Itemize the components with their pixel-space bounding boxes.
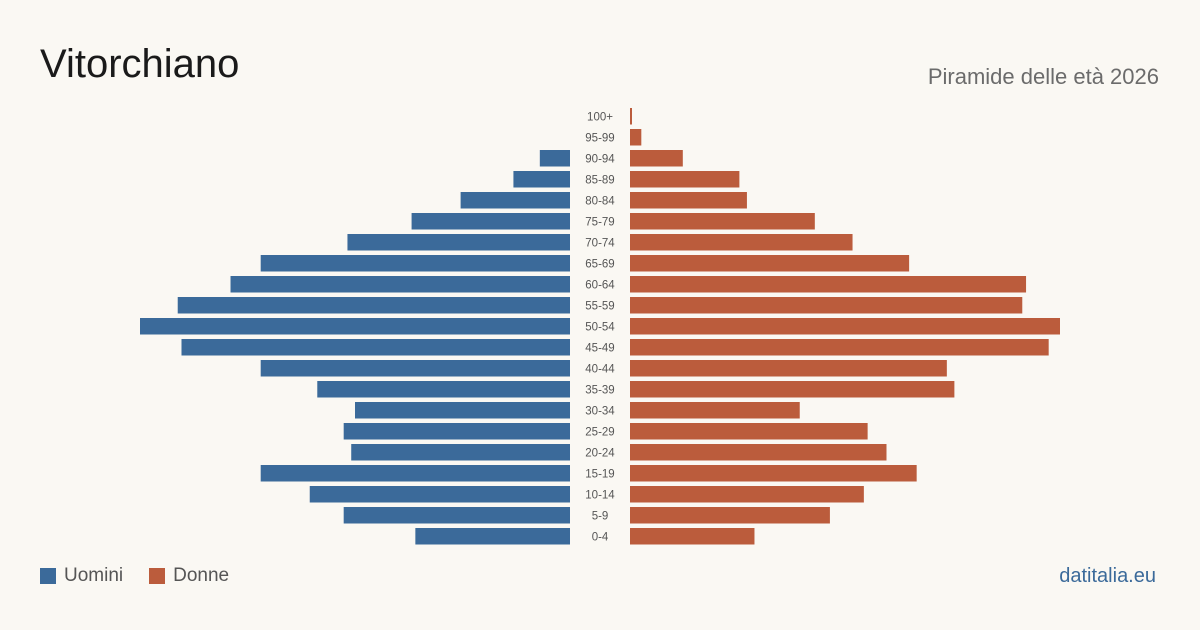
age-label-35-39: 35-39 (585, 384, 614, 396)
age-label-50-54: 50-54 (585, 321, 615, 333)
age-label-95-99: 95-99 (585, 132, 614, 144)
bar-women-75-79 (630, 213, 815, 230)
bar-women-5-9 (630, 507, 830, 524)
bar-women-60-64 (630, 276, 1027, 293)
legend-item-men: Uomini (40, 565, 123, 587)
bar-women-30-34 (630, 402, 800, 419)
bar-men-40-44 (260, 360, 570, 377)
bar-men-25-29 (343, 423, 570, 440)
bar-men-35-39 (317, 381, 570, 398)
bar-women-25-29 (630, 423, 868, 440)
bar-men-70-74 (347, 234, 570, 251)
age-label-75-79: 75-79 (585, 216, 614, 228)
bar-men-30-34 (355, 402, 570, 419)
bar-men-10-14 (309, 486, 570, 503)
bar-men-15-19 (260, 465, 570, 482)
bar-men-5-9 (343, 507, 570, 524)
brand-link[interactable]: datitalia.eu (1059, 565, 1156, 587)
bar-men-45-49 (181, 339, 571, 356)
age-label-90-94: 90-94 (585, 153, 615, 165)
bar-women-45-49 (630, 339, 1049, 356)
bar-men-80-84 (460, 192, 570, 209)
legend-item-women: Donne (149, 565, 229, 587)
chart-subtitle: Piramide delle età 2026 (927, 64, 1159, 89)
bar-women-70-74 (630, 234, 853, 251)
bar-women-95-99 (630, 129, 642, 146)
bar-women-10-14 (630, 486, 864, 503)
age-label-60-64: 60-64 (585, 279, 615, 291)
age-label-55-59: 55-59 (585, 300, 614, 312)
bar-women-50-54 (630, 318, 1060, 335)
age-label-70-74: 70-74 (585, 237, 615, 249)
age-label-85-89: 85-89 (585, 174, 614, 186)
bar-women-80-84 (630, 192, 747, 209)
bar-women-0-4 (630, 528, 755, 545)
legend-label-women: Donne (173, 565, 230, 586)
age-label-5-9: 5-9 (592, 510, 609, 522)
bar-women-100+ (630, 108, 632, 125)
bar-women-40-44 (630, 360, 947, 377)
chart-legend: Uomini Donne (40, 565, 229, 587)
bar-men-85-89 (513, 171, 570, 188)
bar-men-60-64 (230, 276, 571, 293)
legend-label-men: Uomini (64, 565, 124, 586)
age-label-15-19: 15-19 (585, 468, 614, 480)
bar-men-50-54 (140, 318, 570, 335)
bar-women-35-39 (630, 381, 955, 398)
bar-men-55-59 (177, 297, 570, 314)
age-label-45-49: 45-49 (585, 342, 614, 354)
age-label-80-84: 80-84 (585, 195, 615, 207)
bar-men-65-69 (260, 255, 570, 272)
bar-men-20-24 (351, 444, 570, 461)
age-label-65-69: 65-69 (585, 258, 614, 270)
bar-men-75-79 (411, 213, 570, 230)
age-label-100+: 100+ (587, 111, 613, 123)
legend-swatch-men (40, 568, 56, 584)
age-label-25-29: 25-29 (585, 426, 614, 438)
bar-men-0-4 (415, 528, 570, 545)
age-label-0-4: 0-4 (592, 531, 609, 543)
bar-women-85-89 (630, 171, 740, 188)
bar-women-15-19 (630, 465, 917, 482)
bar-men-90-94 (539, 150, 570, 167)
age-label-40-44: 40-44 (585, 363, 615, 375)
age-label-20-24: 20-24 (585, 447, 615, 459)
page-title: Vitorchiano (40, 42, 240, 86)
bar-women-90-94 (630, 150, 683, 167)
bar-women-65-69 (630, 255, 910, 272)
bar-women-55-59 (630, 297, 1023, 314)
bar-women-20-24 (630, 444, 887, 461)
age-label-10-14: 10-14 (585, 489, 615, 501)
legend-swatch-women (149, 568, 166, 584)
age-label-30-34: 30-34 (585, 405, 615, 417)
